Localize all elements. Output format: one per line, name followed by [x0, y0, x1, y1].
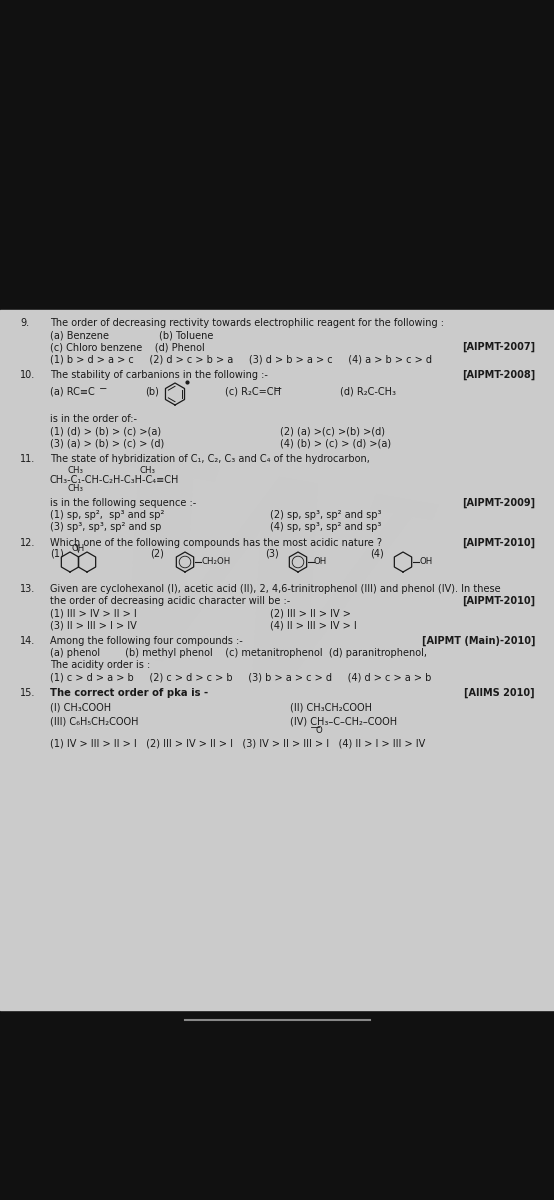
Text: The acidity order is :: The acidity order is : — [50, 660, 150, 670]
Text: (4): (4) — [370, 548, 384, 558]
Text: 12.: 12. — [20, 538, 35, 548]
Text: The correct order of pka is -: The correct order of pka is - — [50, 688, 208, 698]
Text: (I) CH₃COOH: (I) CH₃COOH — [50, 702, 111, 712]
Text: 14.: 14. — [20, 636, 35, 646]
Text: the order of decreasing acidic character will be :-: the order of decreasing acidic character… — [50, 596, 290, 606]
Text: The stability of carbanions in the following :-: The stability of carbanions in the follo… — [50, 370, 268, 380]
Text: (1) III > IV > II > I: (1) III > IV > II > I — [50, 608, 137, 618]
Text: (a) Benzene                (b) Toluene: (a) Benzene (b) Toluene — [50, 330, 213, 340]
Text: (b): (b) — [145, 386, 159, 396]
Text: (3) sp³, sp³, sp² and sp: (3) sp³, sp³, sp² and sp — [50, 522, 161, 532]
Text: (2) III > II > IV >: (2) III > II > IV > — [270, 608, 351, 618]
Text: Given are cyclohexanol (I), acetic acid (II), 2, 4,6-trinitrophenol (III) and ph: Given are cyclohexanol (I), acetic acid … — [50, 584, 501, 594]
Text: (2): (2) — [150, 548, 164, 558]
Text: (a) RC≡C: (a) RC≡C — [50, 386, 95, 396]
Text: (2) sp, sp³, sp² and sp³: (2) sp, sp³, sp² and sp³ — [270, 510, 382, 520]
Text: OH: OH — [72, 544, 85, 553]
Text: (3) (a) > (b) > (c) > (d): (3) (a) > (b) > (c) > (d) — [50, 438, 164, 448]
Text: Among the following four compounds :-: Among the following four compounds :- — [50, 636, 243, 646]
Text: 15.: 15. — [20, 688, 35, 698]
Text: O: O — [315, 726, 322, 734]
Text: (3) II > III > I > IV: (3) II > III > I > IV — [50, 620, 137, 630]
Text: 9.: 9. — [20, 318, 29, 328]
Text: CH₃: CH₃ — [68, 466, 84, 475]
Text: (1) IV > III > II > I   (2) III > IV > II > I   (3) IV > II > III > I   (4) II >: (1) IV > III > II > I (2) III > IV > II … — [50, 738, 425, 748]
Text: (III) C₆H₅CH₂COOH: (III) C₆H₅CH₂COOH — [50, 716, 138, 726]
Text: (d) R₂C-CH₃: (d) R₂C-CH₃ — [340, 386, 396, 396]
Text: (3): (3) — [265, 548, 279, 558]
Text: (II) CH₃CH₂COOH: (II) CH₃CH₂COOH — [290, 702, 372, 712]
Text: CH₃: CH₃ — [140, 466, 156, 475]
Text: W: W — [63, 440, 417, 760]
Text: OH: OH — [419, 557, 432, 566]
Text: CH₃: CH₃ — [68, 484, 84, 493]
Text: −: − — [274, 384, 283, 394]
Text: (1) c > d > a > b     (2) c > d > c > b     (3) b > a > c > d     (4) d > c > a : (1) c > d > a > b (2) c > d > c > b (3) … — [50, 672, 432, 682]
Text: (c) Chloro benzene    (d) Phenol: (c) Chloro benzene (d) Phenol — [50, 342, 205, 352]
Text: (4) sp, sp³, sp² and sp³: (4) sp, sp³, sp² and sp³ — [270, 522, 381, 532]
Text: [AIPMT-2010]: [AIPMT-2010] — [462, 538, 535, 548]
Text: [AIIMS 2010]: [AIIMS 2010] — [464, 688, 535, 698]
Text: (2) (a) >(c) >(b) >(d): (2) (a) >(c) >(b) >(d) — [280, 426, 385, 436]
Text: 11.: 11. — [20, 454, 35, 464]
Text: Which one of the following compounds has the most acidic nature ?: Which one of the following compounds has… — [50, 538, 382, 548]
Text: is in the order of:-: is in the order of:- — [50, 414, 137, 424]
Text: (4) (b) > (c) > (d) >(a): (4) (b) > (c) > (d) >(a) — [280, 438, 391, 448]
Text: OH: OH — [314, 557, 327, 566]
Text: (1): (1) — [50, 548, 64, 558]
Text: CH₃-C₁-CH-C₂H-C₃H-C₄≡CH: CH₃-C₁-CH-C₂H-C₃H-C₄≡CH — [50, 475, 179, 485]
Text: [AIPMT-2010]: [AIPMT-2010] — [462, 596, 535, 606]
Text: (1) b > d > a > c     (2) d > c > b > a     (3) d > b > a > c     (4) a > b > c : (1) b > d > a > c (2) d > c > b > a (3) … — [50, 354, 432, 364]
Bar — [0, 1010, 554, 1200]
Text: The state of hybridization of C₁, C₂, C₃ and C₄ of the hydrocarbon,: The state of hybridization of C₁, C₂, C₃… — [50, 454, 370, 464]
Text: −: − — [99, 384, 107, 394]
Bar — [0, 0, 554, 310]
Text: (IV) CH₃–C–CH₂–COOH: (IV) CH₃–C–CH₂–COOH — [290, 716, 397, 726]
Text: [AIPMT (Main)-2010]: [AIPMT (Main)-2010] — [422, 636, 535, 647]
Text: 10.: 10. — [20, 370, 35, 380]
Text: 13.: 13. — [20, 584, 35, 594]
Bar — [0, 310, 554, 1010]
Text: (c) R₂C=CH: (c) R₂C=CH — [225, 386, 281, 396]
Text: [AIPMT-2009]: [AIPMT-2009] — [462, 498, 535, 509]
Text: (1) sp, sp²,  sp³ and sp²: (1) sp, sp², sp³ and sp² — [50, 510, 165, 520]
Text: CH₂OH: CH₂OH — [201, 557, 230, 566]
Text: (4) II > III > IV > I: (4) II > III > IV > I — [270, 620, 357, 630]
Text: [AIPMT-2007]: [AIPMT-2007] — [462, 342, 535, 353]
Text: is in the following sequence :-: is in the following sequence :- — [50, 498, 196, 508]
Text: (a) phenol        (b) methyl phenol    (c) metanitrophenol  (d) paranitrophenol,: (a) phenol (b) methyl phenol (c) metanit… — [50, 648, 427, 658]
Text: The order of decreasing rectivity towards electrophilic reagent for the followin: The order of decreasing rectivity toward… — [50, 318, 444, 328]
Text: (1) (d) > (b) > (c) >(a): (1) (d) > (b) > (c) >(a) — [50, 426, 161, 436]
Text: [AIPMT-2008]: [AIPMT-2008] — [461, 370, 535, 380]
